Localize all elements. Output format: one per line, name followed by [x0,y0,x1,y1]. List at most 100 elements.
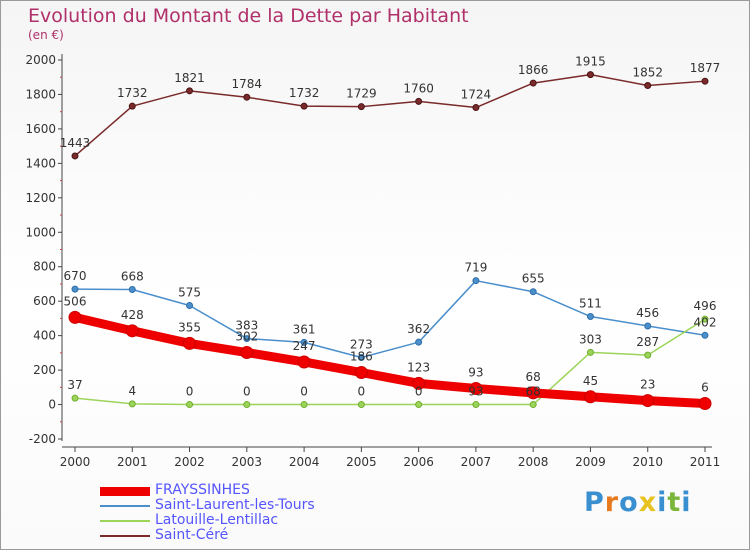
data-label: 45 [583,374,598,388]
series-line [70,312,710,409]
x-tick-label: 2007 [461,455,492,469]
data-point [183,336,197,350]
data-point [186,301,194,309]
data-label: 655 [522,272,545,286]
data-point [128,285,136,293]
data-point [529,288,537,296]
data-point [71,152,79,160]
data-label: 23 [640,378,655,392]
y-tick-label: 1200 [25,191,56,205]
series-line [74,318,706,406]
data-label: 1732 [289,86,320,100]
data-label: 668 [121,269,144,283]
data-label: 6 [701,381,709,395]
y-tick-label: 600 [33,294,56,308]
data-label: 575 [178,285,201,299]
y-tick-label: 1400 [25,156,56,170]
logo-letter: r [604,487,620,518]
y-tick-label: 200 [33,363,56,377]
y-tick-label: 1800 [25,87,56,101]
chart-subtitle: (en €) [28,28,64,42]
data-label: 355 [178,320,201,334]
data-label: 1915 [575,55,606,69]
data-point [300,338,308,346]
x-tick-label: 2002 [174,455,205,469]
data-label: 68 [526,370,541,384]
data-label: 506 [64,294,87,308]
data-label: 496 [694,299,717,313]
data-label: 383 [235,319,258,333]
data-point [644,81,652,89]
data-label: 4 [128,384,136,398]
data-point [698,397,712,411]
y-tick-label: 2000 [25,53,56,67]
data-point [583,390,597,404]
data-label: 93 [468,366,483,380]
data-label: 456 [636,306,659,320]
data-point [186,87,194,95]
legend-swatch [100,535,150,537]
data-label: 186 [350,350,373,364]
series-line [74,73,706,157]
data-label: 1729 [346,87,377,101]
legend-swatch [100,505,150,507]
data-label: 0 [358,385,366,399]
data-label: 1852 [632,65,663,79]
data-point [586,71,594,79]
data-point [529,401,537,409]
x-tick-label: 2003 [232,455,263,469]
data-point [297,355,311,369]
data-point [644,351,652,359]
data-point [415,338,423,346]
data-label: 302 [235,330,258,344]
legend-swatch [100,487,150,496]
data-label: 303 [579,332,602,346]
data-point [128,400,136,408]
legend-item: Saint-Céré [100,528,460,543]
data-point [469,382,483,396]
x-tick-label: 2009 [575,455,606,469]
data-label: 1784 [232,77,263,91]
logo-letter: i [681,487,692,518]
data-point [357,354,365,362]
legend-label: Saint-Laurent-les-Tours [155,497,315,513]
y-tick-label: 1600 [25,122,56,136]
logo-letter: P [584,487,605,518]
data-point [243,401,251,409]
data-point [300,102,308,110]
data-label: 247 [293,339,316,353]
data-label: 1866 [518,63,549,77]
y-tick-label: 800 [33,260,56,274]
data-point [354,366,368,380]
data-label: 0 [415,385,423,399]
data-point [472,401,480,409]
proxiti-logo: Proxiti [584,487,692,518]
data-label: 719 [464,261,487,275]
data-point [357,103,365,111]
data-label: 0 [243,385,251,399]
data-point [586,348,594,356]
data-label: 1760 [403,81,434,95]
data-label: 1724 [461,88,492,102]
logo-letter: i [657,487,668,518]
data-point [526,386,540,400]
data-label: 273 [350,338,373,352]
x-tick-label: 2001 [117,455,148,469]
x-tick-label: 2006 [403,455,434,469]
legend-item: FRAYSSINHES [100,483,460,498]
x-tick-label: 2010 [632,455,663,469]
data-point [412,376,426,390]
legend-item: Latouille-Lentillac [100,513,460,528]
data-point [300,401,308,409]
data-point [71,285,79,293]
data-label: 428 [121,308,144,322]
x-tick-label: 2008 [518,455,549,469]
data-point [125,324,139,338]
data-label: 0 [186,385,194,399]
data-label: 361 [293,322,316,336]
data-point [644,322,652,330]
legend-item: Saint-Laurent-les-Tours [100,498,460,513]
data-point [586,313,594,321]
y-tick-label: 1000 [25,225,56,239]
